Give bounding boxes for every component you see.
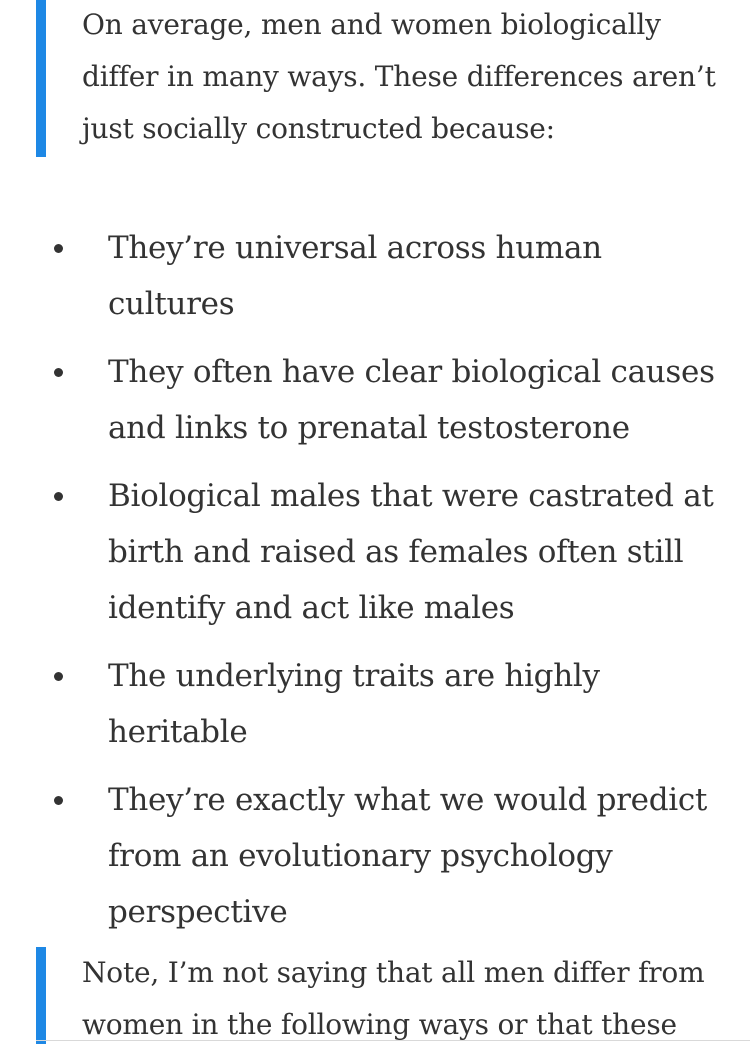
bullet-icon <box>54 492 63 501</box>
list-item: They often have clear biological causes … <box>0 344 750 456</box>
list-item-text: Biological males that were castrated at … <box>108 478 714 626</box>
list-item-text: The underlying traits are highly heritab… <box>108 658 600 750</box>
list-item: They’re exactly what we would predict fr… <box>0 772 750 940</box>
intro-quote-text: On average, men and women biologically d… <box>82 8 716 145</box>
list-item-text: They often have clear biological causes … <box>108 354 715 446</box>
divider <box>36 1040 750 1041</box>
bullet-icon <box>54 244 63 253</box>
list-item: Biological males that were castrated at … <box>0 468 750 636</box>
list-item: The underlying traits are highly heritab… <box>0 648 750 760</box>
list-item-text: They’re universal across human cultures <box>108 230 602 322</box>
list-item: They’re universal across human cultures <box>0 220 750 332</box>
note-quote-text: Note, I’m not saying that all men differ… <box>82 956 705 1041</box>
intro-blockquote: On average, men and women biologically d… <box>36 0 726 157</box>
note-blockquote: Note, I’m not saying that all men differ… <box>36 947 726 1044</box>
bullet-icon <box>54 672 63 681</box>
reasons-list: They’re universal across human cultures … <box>0 220 750 952</box>
bullet-icon <box>54 368 63 377</box>
bullet-icon <box>54 796 63 805</box>
list-item-text: They’re exactly what we would predict fr… <box>108 782 708 930</box>
